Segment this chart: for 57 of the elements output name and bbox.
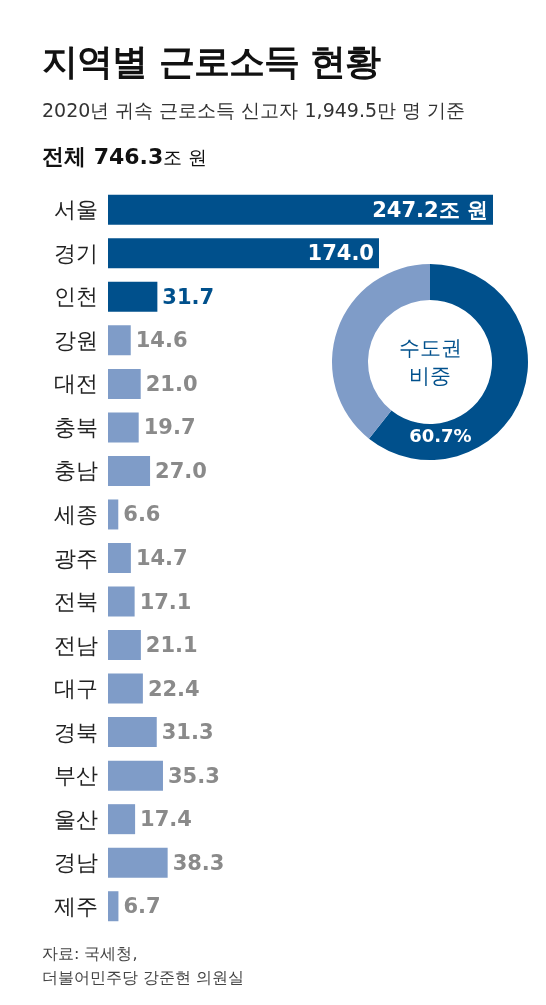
y-tick-label: 대구 bbox=[54, 676, 98, 702]
data-label: 17.1 bbox=[139, 589, 192, 614]
y-tick-label: 충북 bbox=[54, 414, 98, 440]
y-tick-label: 광주 bbox=[54, 545, 98, 571]
bar bbox=[108, 673, 143, 704]
chart-title: 지역별 근로소득 현황 bbox=[42, 40, 381, 84]
bar bbox=[108, 543, 131, 573]
text: 전체 746.3조 원 bbox=[42, 144, 208, 169]
bar bbox=[108, 760, 163, 791]
bar bbox=[108, 586, 135, 617]
bar bbox=[108, 804, 136, 835]
data-label: 17.4 bbox=[140, 807, 192, 832]
bar bbox=[108, 412, 139, 443]
bar bbox=[108, 325, 131, 356]
data-label: 247.2조 원 bbox=[372, 197, 488, 222]
y-tick-label: 경남 bbox=[54, 850, 98, 876]
data-label: 19.7 bbox=[143, 415, 196, 440]
y-tick-label: 경북 bbox=[54, 719, 98, 745]
y-tick-label: 강원 bbox=[54, 327, 98, 353]
bar bbox=[108, 717, 157, 748]
y-tick-label: 대전 bbox=[54, 371, 98, 397]
data-label: 27.0 bbox=[155, 458, 207, 483]
y-tick-label: 전남 bbox=[54, 632, 98, 658]
y-tick-label: 전북 bbox=[54, 589, 98, 615]
data-label: 6.6 bbox=[123, 502, 161, 527]
bar bbox=[108, 630, 141, 661]
data-label: 22.4 bbox=[147, 676, 200, 701]
bar bbox=[108, 194, 493, 225]
y-tick-label: 제주 bbox=[54, 893, 98, 919]
data-label: 6.7 bbox=[123, 894, 161, 919]
bar bbox=[108, 847, 168, 878]
y-tick-label: 서울 bbox=[54, 197, 98, 223]
bar bbox=[108, 368, 141, 399]
y-tick-label: 충남 bbox=[54, 458, 98, 484]
data-label: 38.3 bbox=[172, 850, 225, 875]
y-tick-label: 부산 bbox=[54, 763, 98, 789]
y-tick-label: 울산 bbox=[54, 806, 98, 832]
data-label: 21.0 bbox=[145, 371, 198, 396]
data-label: 174.0 bbox=[307, 241, 374, 266]
y-tick-label: 경기 bbox=[54, 240, 98, 266]
chart-subtitle: 2020년 귀속 근로소득 신고자 1,949.5만 명 기준 bbox=[42, 98, 466, 123]
bar bbox=[108, 455, 151, 486]
data-label: 60.7% bbox=[409, 424, 472, 446]
text: 자료: 국세청, 더불어민주당 강준현 의원실 bbox=[42, 943, 245, 989]
data-label: 31.7 bbox=[162, 284, 215, 309]
bar bbox=[108, 891, 119, 922]
data-label: 14.7 bbox=[135, 546, 188, 570]
data-label: 31.3 bbox=[161, 720, 214, 745]
y-tick-label: 세종 bbox=[54, 501, 98, 527]
data-label: 21.1 bbox=[145, 633, 198, 658]
y-tick-label: 인천 bbox=[54, 284, 98, 310]
bar bbox=[108, 281, 158, 312]
bar bbox=[108, 238, 379, 269]
data-label: 14.6 bbox=[135, 328, 188, 353]
data-label: 35.3 bbox=[167, 763, 220, 788]
text: 수도권 비중 bbox=[398, 336, 462, 388]
bar bbox=[108, 499, 119, 530]
